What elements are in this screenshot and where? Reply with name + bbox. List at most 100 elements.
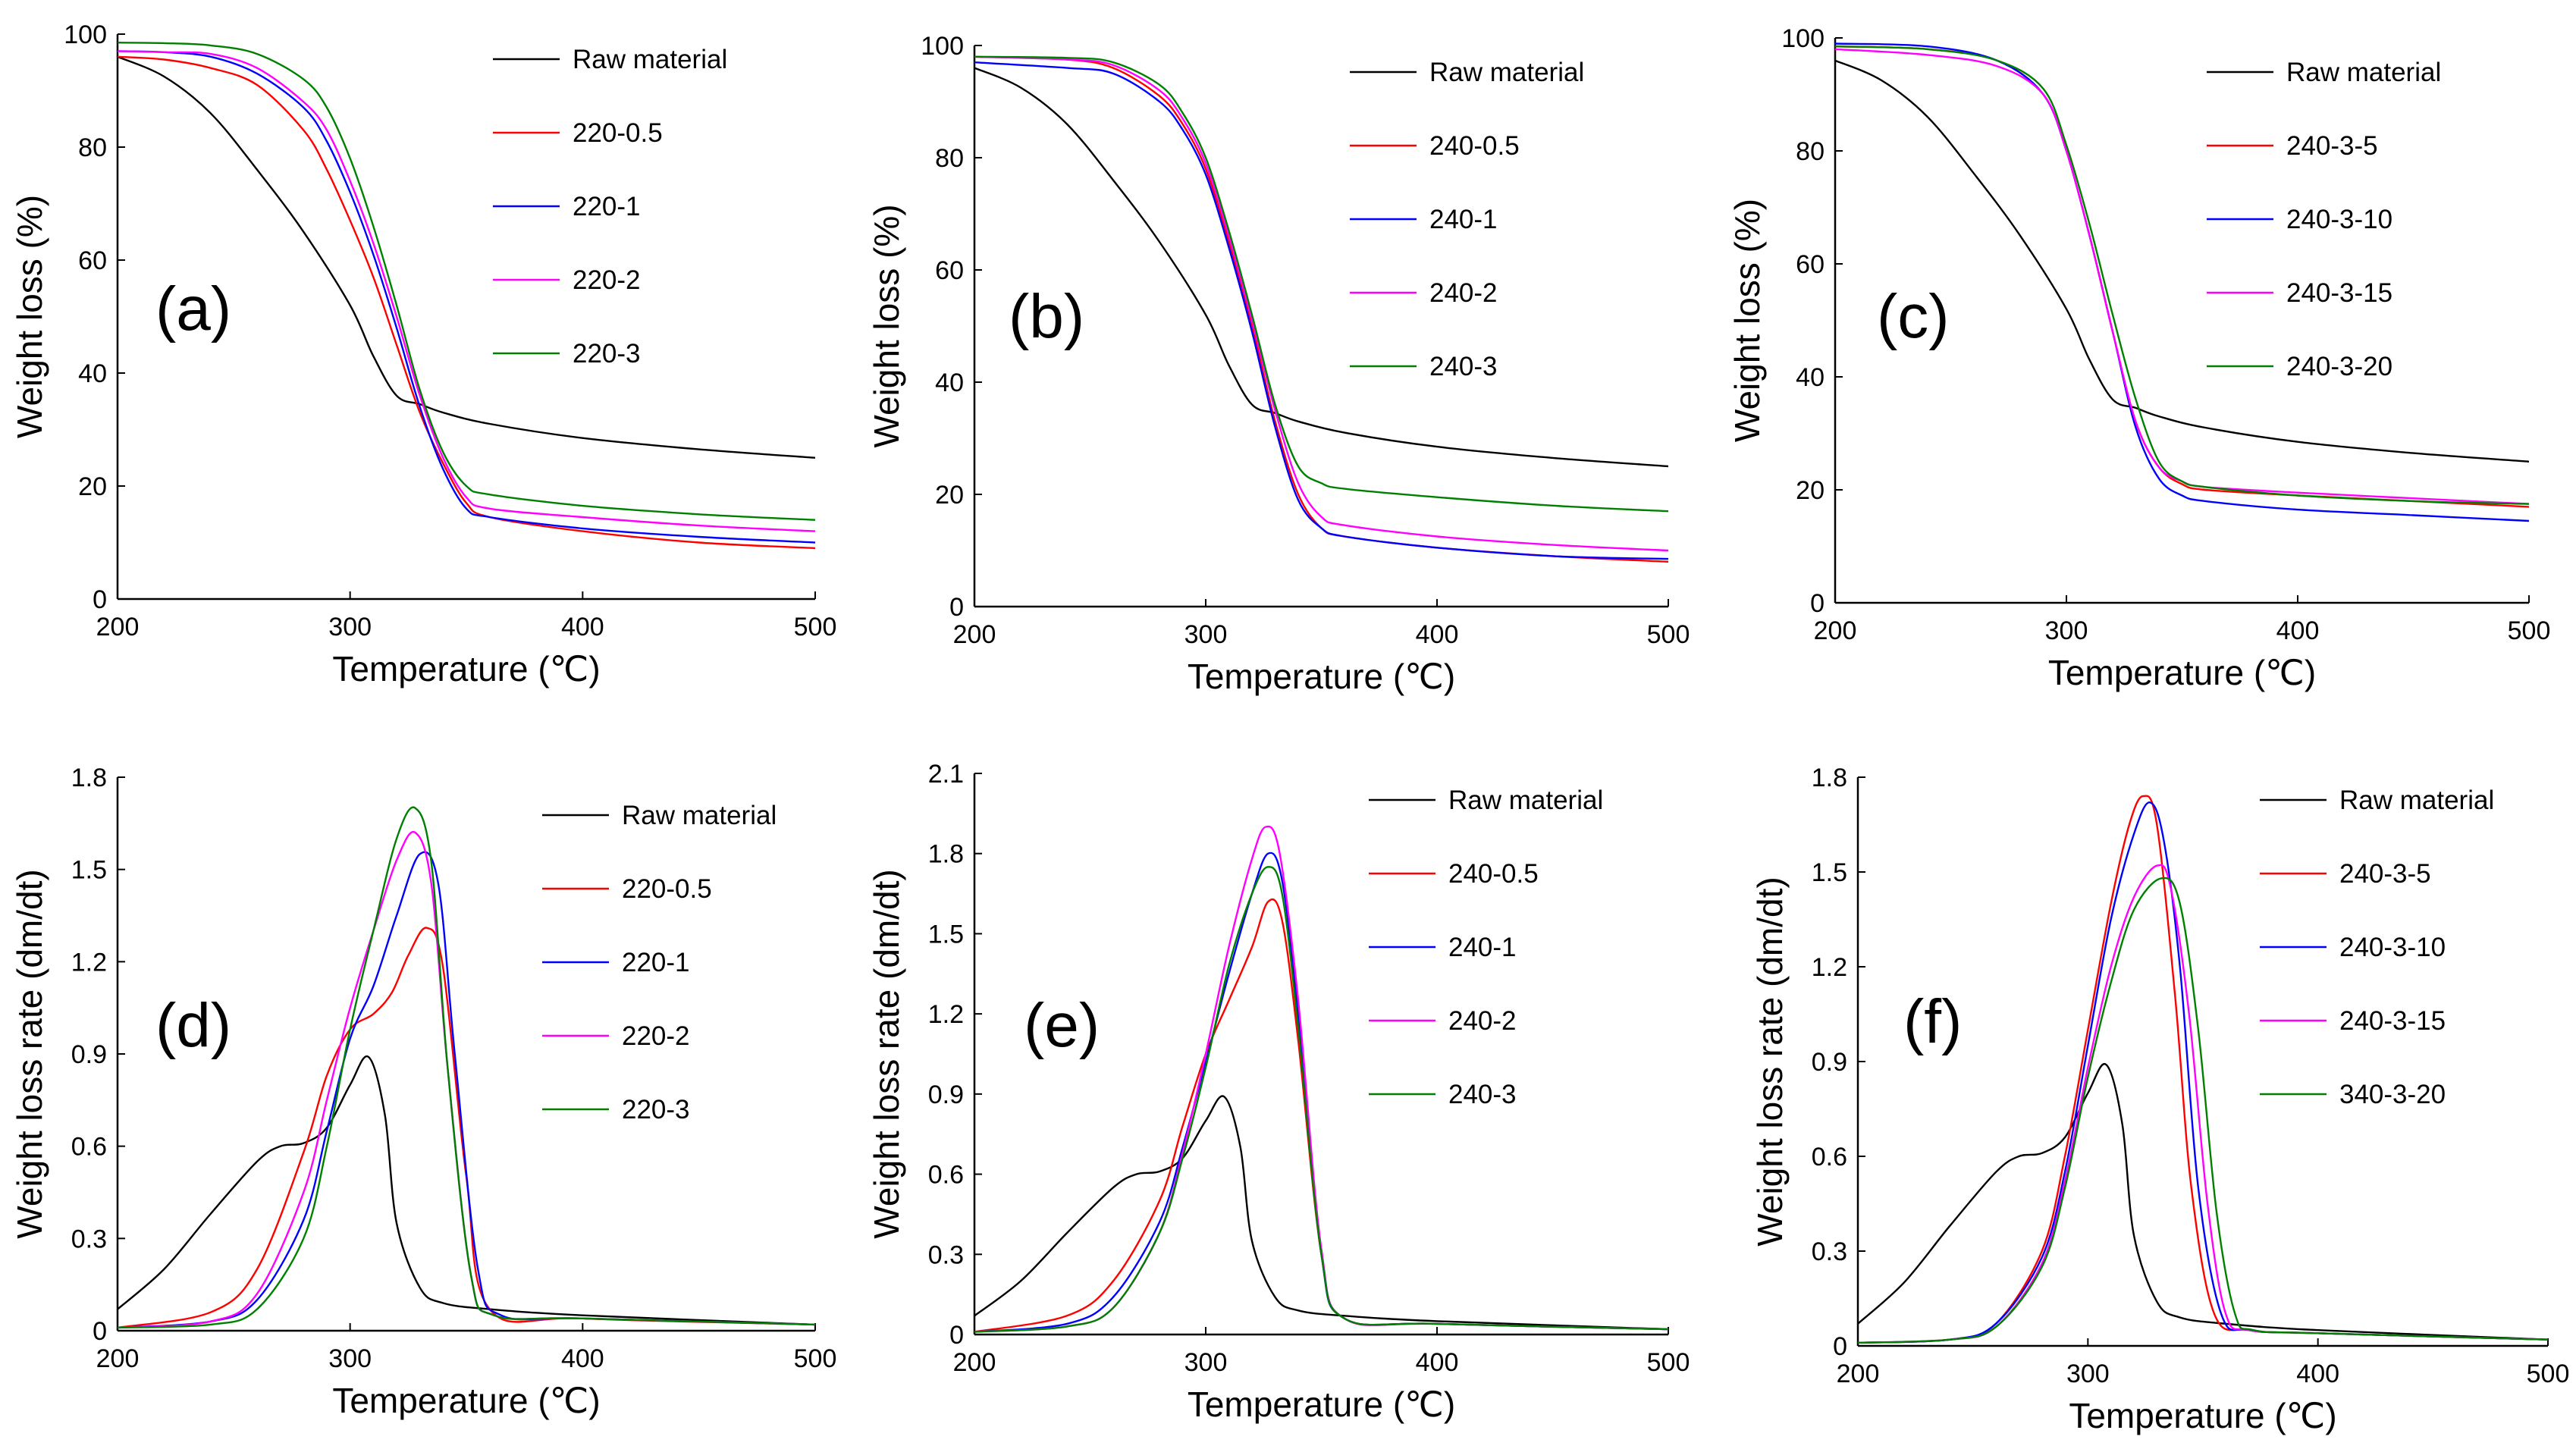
series-line-340-3-20 bbox=[1858, 877, 2548, 1344]
legend-label: 240-3-20 bbox=[2286, 352, 2392, 381]
y-tick-label: 20 bbox=[78, 472, 107, 501]
y-tick-label: 0 bbox=[93, 585, 107, 614]
y-tick-label: 1.2 bbox=[1812, 953, 1847, 982]
y-tick-label: 60 bbox=[1796, 250, 1825, 279]
x-tick-label: 500 bbox=[794, 1344, 837, 1373]
series-line-220-2 bbox=[118, 830, 815, 1329]
y-tick-label: 60 bbox=[935, 256, 964, 285]
legend-label: Raw material bbox=[1429, 58, 1584, 87]
chart-panel-f: 200 300 400 500 0 0.3 0.6 0.9 1.2 1.5 1.8 Temperatu… bbox=[1750, 764, 2569, 1435]
y-axis-title: Weight loss (%) bbox=[10, 195, 49, 438]
x-tick-label: 400 bbox=[1416, 1348, 1459, 1377]
x-tick-label: 200 bbox=[1837, 1360, 1880, 1388]
y-tick-label: 40 bbox=[1796, 363, 1825, 392]
y-tick-label: 20 bbox=[1796, 476, 1825, 505]
legend-label: 220-2 bbox=[622, 1021, 690, 1051]
x-tick-label: 500 bbox=[1647, 1348, 1690, 1377]
y-tick-label: 0 bbox=[949, 593, 964, 622]
series-line-240-3 bbox=[974, 55, 1668, 513]
x-tick-label: 500 bbox=[794, 613, 837, 641]
series-line-raw-material bbox=[118, 1055, 815, 1326]
legend-label: 220-3 bbox=[573, 339, 641, 369]
series-line-240-0-5 bbox=[974, 899, 1668, 1333]
series-line-240-3-5 bbox=[1835, 45, 2529, 508]
legend-label: 240-1 bbox=[1429, 205, 1498, 234]
x-tick-label: 300 bbox=[328, 613, 372, 641]
series-line-raw-material bbox=[974, 1095, 1668, 1331]
x-tick-label: 400 bbox=[1416, 620, 1459, 649]
legend-label: 220-0.5 bbox=[622, 874, 712, 904]
x-axis-title: Temperature (℃) bbox=[2048, 653, 2316, 692]
series-line-240-3-20 bbox=[1835, 45, 2529, 505]
legend-label: 220-2 bbox=[573, 265, 641, 295]
series-line-240-3-15 bbox=[1835, 48, 2529, 505]
legend-label: 220-3 bbox=[622, 1095, 690, 1124]
y-tick-label: 2.1 bbox=[928, 760, 964, 789]
series-line-240-2 bbox=[974, 55, 1668, 552]
legend-label: 340-3-20 bbox=[2339, 1080, 2446, 1109]
y-tick-label: 40 bbox=[78, 359, 107, 388]
y-axis-title: Weight loss rate (dm/dt) bbox=[10, 869, 49, 1238]
chart-panel-d: 200 300 400 500 0 0.3 0.6 0.9 1.2 1.5 1.8 Temperatu… bbox=[10, 764, 836, 1420]
series-line-220-1 bbox=[118, 50, 815, 544]
y-tick-label: 0.9 bbox=[71, 1040, 107, 1069]
legend-label: 240-3 bbox=[1448, 1080, 1517, 1109]
x-tick-label: 200 bbox=[953, 1348, 996, 1377]
y-tick-label: 0.3 bbox=[1812, 1237, 1847, 1266]
y-tick-label: 0.3 bbox=[71, 1225, 107, 1253]
series-line-240-1 bbox=[974, 61, 1668, 560]
legend-label: 220-1 bbox=[573, 192, 641, 221]
y-tick-label: 40 bbox=[935, 369, 964, 397]
chart-panel-e: 200 300 400 500 0 0.3 0.6 0.9 1.2 1.5 1.8 2.1 Temper… bbox=[867, 760, 1690, 1424]
series-line-220-0-5 bbox=[118, 55, 815, 550]
legend-label: 240-3-15 bbox=[2339, 1006, 2446, 1036]
y-tick-label: 20 bbox=[935, 481, 964, 510]
y-tick-label: 100 bbox=[64, 20, 107, 49]
x-tick-label: 400 bbox=[2276, 616, 2320, 645]
panel-label: (d) bbox=[155, 991, 231, 1060]
legend-label: 220-0.5 bbox=[573, 118, 663, 148]
x-tick-label: 300 bbox=[1184, 1348, 1228, 1377]
series-line-raw-material bbox=[1835, 59, 2529, 463]
series-line-raw-material bbox=[1858, 1062, 2548, 1341]
legend-label: 240-0.5 bbox=[1429, 131, 1520, 161]
series-line-220-3 bbox=[118, 806, 815, 1329]
legend-label: 240-3-10 bbox=[2339, 933, 2446, 962]
panel-label: (b) bbox=[1009, 282, 1084, 351]
panel-label: (f) bbox=[1903, 987, 1962, 1056]
y-tick-label: 1.5 bbox=[928, 920, 964, 949]
series-line-raw-material bbox=[118, 55, 815, 459]
x-tick-label: 400 bbox=[561, 1344, 604, 1373]
legend-label: Raw material bbox=[622, 801, 777, 830]
x-tick-label: 400 bbox=[561, 613, 604, 641]
x-axis-title: Temperature (℃) bbox=[1188, 1385, 1455, 1424]
y-tick-label: 0 bbox=[1833, 1332, 1847, 1361]
legend-label: 240-3-5 bbox=[2339, 859, 2431, 889]
legend-label: 240-3-15 bbox=[2286, 278, 2392, 308]
x-axis-title: Temperature (℃) bbox=[332, 649, 600, 688]
legend-label: 240-3-10 bbox=[2286, 205, 2392, 234]
legend-label: Raw material bbox=[2339, 786, 2494, 815]
x-tick-label: 500 bbox=[1647, 620, 1690, 649]
legend-label: 240-0.5 bbox=[1448, 859, 1539, 889]
x-tick-label: 300 bbox=[2045, 616, 2088, 645]
y-tick-label: 80 bbox=[935, 144, 964, 173]
x-tick-label: 400 bbox=[2296, 1360, 2339, 1388]
y-axis-title: Weight loss (%) bbox=[1727, 199, 1767, 442]
x-tick-label: 300 bbox=[2066, 1360, 2110, 1388]
legend-label: 240-3-5 bbox=[2286, 131, 2378, 161]
y-tick-label: 60 bbox=[78, 246, 107, 275]
legend-label: 240-2 bbox=[1448, 1006, 1517, 1036]
chart-panel-a: 200 300 400 500 0 20 40 60 80 100 Temperature (℃) W… bbox=[10, 20, 836, 688]
panel-label: (e) bbox=[1024, 991, 1100, 1060]
series-line-raw-material bbox=[974, 67, 1668, 468]
y-tick-label: 0.6 bbox=[71, 1133, 107, 1162]
legend-label: 240-3 bbox=[1429, 352, 1498, 381]
series-line-220-2 bbox=[118, 50, 815, 532]
y-tick-label: 0.9 bbox=[928, 1080, 964, 1109]
y-tick-label: 100 bbox=[921, 32, 964, 61]
x-tick-label: 200 bbox=[1814, 616, 1857, 645]
y-tick-label: 0 bbox=[93, 1317, 107, 1346]
y-tick-label: 0.6 bbox=[1812, 1143, 1847, 1171]
y-tick-label: 80 bbox=[1796, 137, 1825, 166]
